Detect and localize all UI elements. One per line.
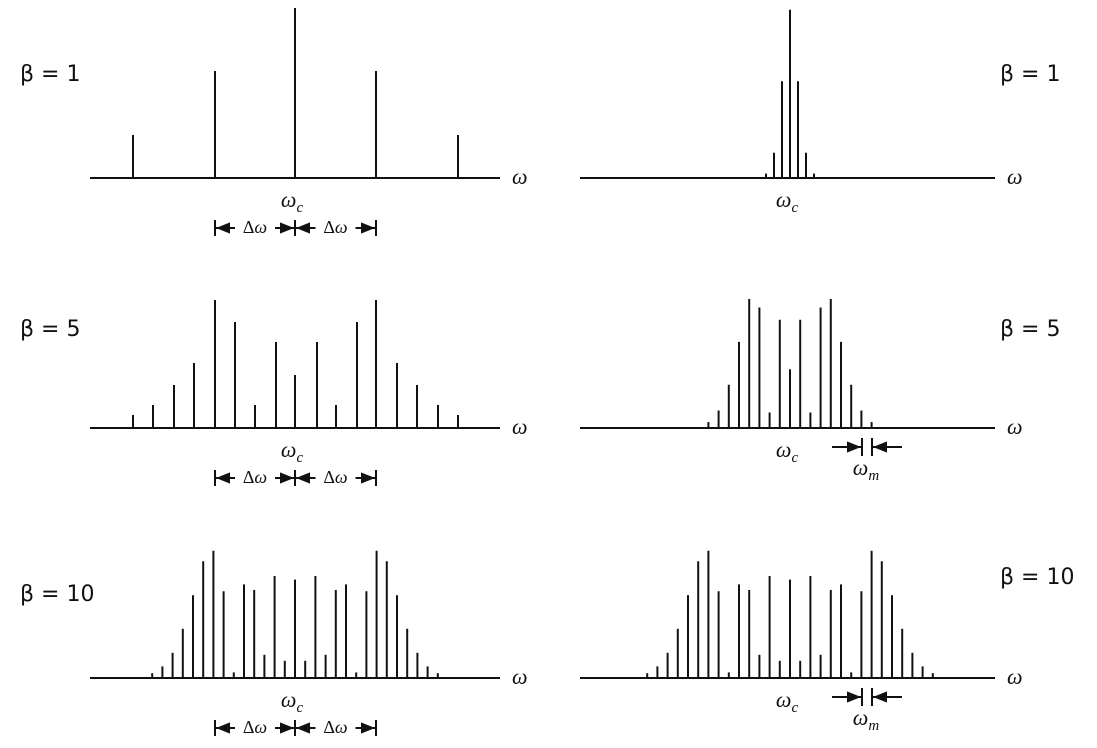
- spacing-label: Δω: [323, 717, 347, 737]
- omega-label: ωm: [853, 455, 880, 484]
- delta-omega: ω: [335, 467, 348, 487]
- delta-symbol: Δ: [323, 717, 335, 737]
- spacing-label: Δω: [243, 217, 267, 237]
- beta-label: β = 10: [1000, 565, 1074, 590]
- omega-base: ω: [281, 437, 297, 462]
- omega-base: ω: [853, 455, 869, 480]
- omega-subscript: c: [791, 700, 798, 716]
- omega-subscript: c: [296, 450, 303, 466]
- omega-subscript: c: [296, 700, 303, 716]
- axis-label: ω: [512, 414, 528, 439]
- omega-subscript: c: [791, 450, 798, 466]
- omega-base: ω: [853, 705, 869, 730]
- delta-symbol: Δ: [243, 717, 255, 737]
- delta-omega: ω: [335, 217, 348, 237]
- omega-label: ωc: [776, 187, 799, 216]
- axis-label: ω: [1007, 164, 1023, 189]
- omega-base: ω: [776, 187, 792, 212]
- omega-label: ωm: [853, 705, 880, 734]
- omega-subscript: m: [868, 718, 879, 734]
- beta-label: β = 1: [20, 62, 80, 87]
- fm-spectra-diagram: ωβ = 1ωcΔωΔωωβ = 1ωcωβ = 5ωcΔωΔωωβ = 5ωc…: [0, 0, 1097, 748]
- axis-label: ω: [512, 164, 528, 189]
- omega-base: ω: [776, 687, 792, 712]
- axis-label: ω: [1007, 664, 1023, 689]
- omega-label: ωc: [281, 687, 304, 716]
- beta-label: β = 5: [1000, 317, 1060, 342]
- omega-label: ωc: [776, 687, 799, 716]
- omega-base: ω: [776, 437, 792, 462]
- delta-omega: ω: [335, 717, 348, 737]
- omega-label: ωc: [776, 437, 799, 466]
- axis-label: ω: [1007, 414, 1023, 439]
- spacing-label: Δω: [243, 717, 267, 737]
- omega-subscript: c: [296, 200, 303, 216]
- delta-symbol: Δ: [243, 467, 255, 487]
- omega-subscript: c: [791, 200, 798, 216]
- page: {"panels": [ {"beta": "β = 1", "axis": "…: [0, 0, 1097, 748]
- omega-label: ωc: [281, 187, 304, 216]
- delta-symbol: Δ: [243, 217, 255, 237]
- beta-label: β = 1: [1000, 62, 1060, 87]
- omega-base: ω: [281, 687, 297, 712]
- delta-omega: ω: [254, 467, 267, 487]
- delta-symbol: Δ: [323, 217, 335, 237]
- beta-label: β = 10: [20, 582, 94, 607]
- delta-omega: ω: [254, 217, 267, 237]
- spacing-label: Δω: [323, 467, 347, 487]
- spacing-label: Δω: [323, 217, 347, 237]
- axis-label: ω: [512, 664, 528, 689]
- beta-label: β = 5: [20, 317, 80, 342]
- delta-omega: ω: [254, 717, 267, 737]
- delta-symbol: Δ: [323, 467, 335, 487]
- omega-base: ω: [281, 187, 297, 212]
- omega-label: ωc: [281, 437, 304, 466]
- spacing-label: Δω: [243, 467, 267, 487]
- omega-subscript: m: [868, 468, 879, 484]
